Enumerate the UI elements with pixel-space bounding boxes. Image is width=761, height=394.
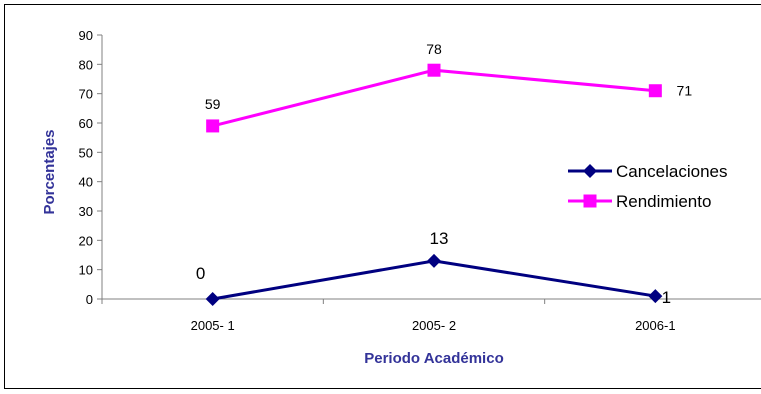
x-tick-label: 2005- 1 bbox=[191, 318, 235, 333]
data-label: 13 bbox=[430, 229, 449, 248]
legend-label: Rendimiento bbox=[616, 192, 711, 211]
series-rendimiento bbox=[206, 63, 662, 133]
x-axis-title: Periodo Académico bbox=[364, 350, 503, 367]
series-layer bbox=[205, 63, 663, 306]
data-point bbox=[205, 292, 220, 306]
legend: Cancelaciones Rendimiento bbox=[568, 162, 728, 211]
y-tick-label: 20 bbox=[79, 233, 93, 248]
y-tick-label: 70 bbox=[79, 87, 93, 102]
y-tick-label: 60 bbox=[79, 116, 93, 131]
legend-item: Rendimiento bbox=[568, 192, 711, 211]
y-tick-label: 90 bbox=[79, 28, 93, 43]
x-tick-label: 2005- 2 bbox=[412, 318, 456, 333]
y-tick-label: 10 bbox=[79, 263, 93, 278]
data-label: 78 bbox=[426, 41, 442, 57]
y-axis-ticks: 0 10 20 30 40 50 60 70 80 90 bbox=[79, 28, 102, 307]
data-labels: 0 13 1 59 78 71 bbox=[196, 41, 692, 307]
chart-border bbox=[4, 4, 761, 389]
x-axis-ticks: 2005- 1 2005- 2 2006-1 bbox=[101, 299, 676, 333]
data-point bbox=[583, 194, 597, 208]
data-point bbox=[648, 289, 663, 304]
y-tick-label: 30 bbox=[79, 204, 93, 219]
x-tick-label: 2006-1 bbox=[635, 318, 675, 333]
legend-item: Cancelaciones bbox=[568, 162, 728, 181]
y-axis-title: Porcentajes bbox=[41, 129, 58, 214]
data-label: 0 bbox=[196, 264, 205, 283]
series-cancelaciones bbox=[205, 253, 663, 306]
data-label: 59 bbox=[205, 96, 221, 112]
data-point bbox=[206, 119, 220, 133]
data-label: 71 bbox=[677, 83, 693, 99]
data-point bbox=[427, 63, 441, 77]
y-tick-label: 0 bbox=[86, 292, 93, 307]
data-label: 1 bbox=[662, 288, 671, 307]
data-point bbox=[583, 164, 597, 178]
data-point bbox=[427, 253, 441, 268]
data-point bbox=[648, 84, 662, 98]
y-tick-label: 40 bbox=[79, 175, 93, 190]
y-tick-label: 80 bbox=[79, 57, 93, 72]
legend-label: Cancelaciones bbox=[616, 162, 728, 181]
y-tick-label: 50 bbox=[79, 145, 93, 160]
